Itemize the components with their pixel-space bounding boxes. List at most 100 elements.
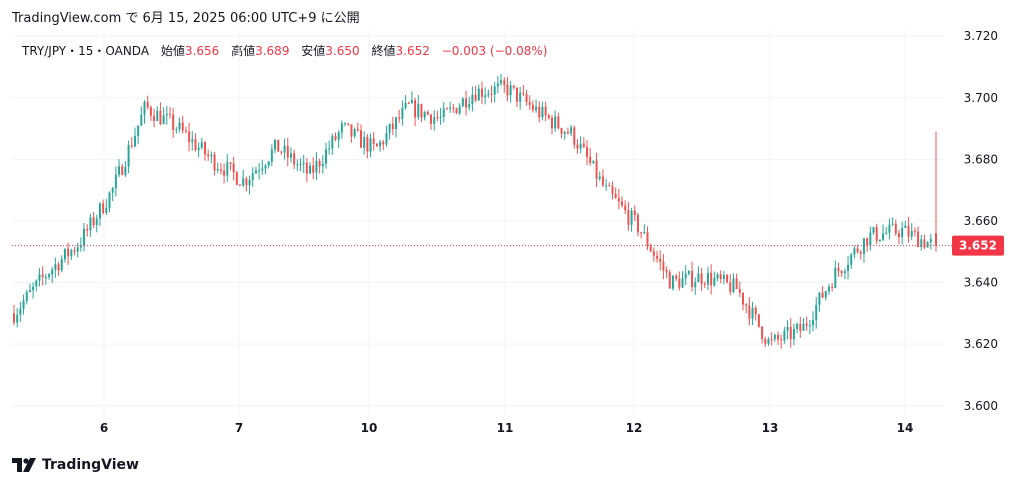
- candle-body: [130, 145, 133, 147]
- candle-body: [41, 274, 44, 278]
- candle-body: [391, 123, 394, 130]
- candle-body: [586, 146, 589, 157]
- candle-body: [907, 225, 910, 237]
- candle-body: [780, 339, 783, 341]
- candle-body: [48, 274, 51, 277]
- candle-body: [407, 103, 410, 105]
- candle-body: [923, 239, 926, 248]
- y-tick-label: 3.640: [964, 276, 998, 290]
- candle-body: [506, 84, 509, 96]
- candle-body: [847, 264, 850, 272]
- candle-body: [624, 205, 627, 211]
- candle-body: [493, 86, 496, 95]
- candle-body: [538, 106, 541, 118]
- low-value: 3.650: [325, 44, 360, 58]
- candle-body: [423, 112, 426, 118]
- candle-body: [95, 218, 98, 226]
- candle-body: [719, 274, 722, 280]
- candle-body: [359, 130, 362, 148]
- candle-body: [729, 282, 732, 293]
- candle-body: [818, 292, 821, 305]
- candle-body: [812, 320, 815, 326]
- candle-body: [38, 274, 41, 281]
- candle-body: [251, 173, 254, 180]
- candle-body: [831, 286, 834, 288]
- candle-body: [289, 153, 292, 158]
- candle-body: [477, 88, 480, 101]
- candle-body: [67, 248, 70, 257]
- high-value: 3.689: [255, 44, 290, 58]
- high-label: 高値: [231, 44, 256, 58]
- symbol-label: TRY/JPY・15・OANDA: [22, 44, 150, 58]
- candle-body: [576, 144, 579, 149]
- candle-body: [509, 85, 512, 96]
- candle-body: [455, 108, 458, 114]
- candle-body: [280, 151, 283, 153]
- candle-body: [633, 210, 636, 216]
- candle-body: [63, 248, 66, 260]
- candle-body: [665, 270, 668, 273]
- candle-body: [204, 142, 207, 155]
- candle-body: [445, 108, 448, 110]
- candle-body: [917, 231, 920, 248]
- candle-body: [334, 136, 337, 140]
- last-price-label: 3.652: [959, 239, 997, 253]
- candle-body: [210, 154, 213, 157]
- candle-body: [340, 123, 343, 133]
- candle-body: [372, 138, 375, 144]
- candle-body: [356, 129, 359, 131]
- candle-body: [547, 115, 550, 118]
- candle-body: [662, 261, 665, 271]
- x-tick-label: 10: [361, 421, 378, 435]
- footer-brand: TradingView: [12, 456, 139, 474]
- candle-body: [522, 92, 525, 95]
- candle-body: [627, 210, 630, 225]
- candle-body: [452, 107, 455, 109]
- candle-body: [687, 270, 690, 274]
- candle-body: [716, 274, 719, 279]
- candle-body: [592, 160, 595, 163]
- price-axis: 3.720 3.700 3.680 3.660 3.640 3.620 3.600: [964, 29, 998, 413]
- candle-body: [184, 130, 187, 132]
- candlestick-series: [13, 73, 937, 349]
- candle-body: [461, 98, 464, 107]
- candle-body: [678, 278, 681, 288]
- candle-body: [799, 324, 802, 331]
- candle-body: [582, 143, 585, 147]
- candle-body: [751, 307, 754, 319]
- candle-body: [25, 291, 28, 301]
- candle-body: [748, 305, 751, 319]
- candle-body: [573, 127, 576, 145]
- candle-body: [200, 142, 203, 148]
- candle-body: [786, 327, 789, 331]
- candle-body: [318, 160, 321, 167]
- candle-body: [541, 106, 544, 118]
- candle-body: [305, 162, 308, 174]
- candle-body: [344, 123, 347, 125]
- candle-body: [834, 267, 837, 288]
- candle-body: [557, 116, 560, 129]
- candle-body: [302, 162, 305, 164]
- candle-body: [366, 136, 369, 152]
- candle-body: [754, 307, 757, 315]
- candle-body: [691, 270, 694, 288]
- candle-body: [920, 239, 923, 248]
- candle-body: [239, 184, 242, 186]
- candle-body: [713, 278, 716, 286]
- candle-body: [254, 170, 257, 174]
- candle-body: [770, 339, 773, 341]
- candle-body: [398, 117, 401, 119]
- candle-body: [309, 165, 312, 174]
- candle-body: [535, 106, 538, 111]
- candle-body: [856, 248, 859, 252]
- candle-body: [515, 87, 518, 102]
- candle-body: [51, 269, 54, 275]
- candle-body: [796, 324, 799, 329]
- candle-body: [738, 289, 741, 293]
- close-label: 終値: [371, 44, 396, 58]
- candle-body: [640, 232, 643, 234]
- candle-body: [827, 286, 830, 292]
- candle-body: [223, 170, 226, 176]
- candle-body: [681, 278, 684, 288]
